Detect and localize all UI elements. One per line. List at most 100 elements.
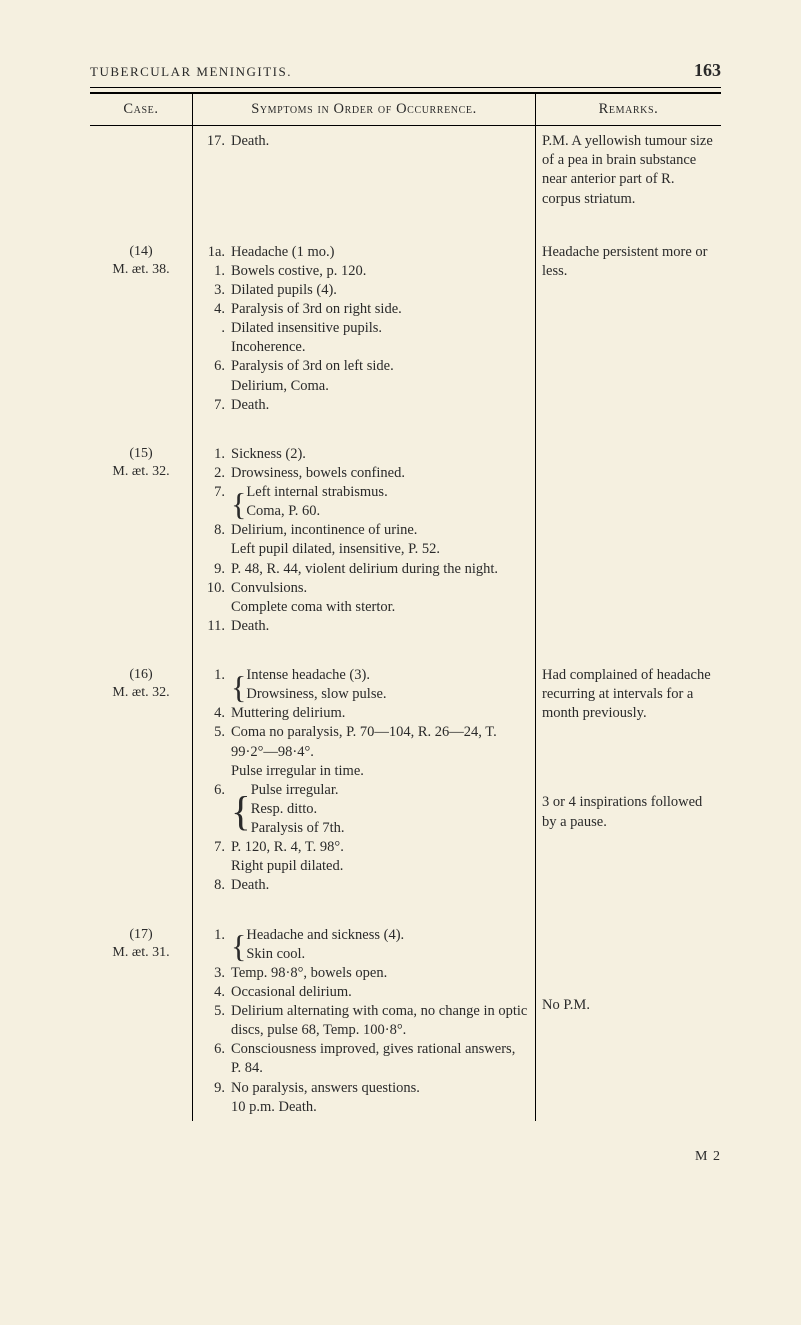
table-row-spacer	[90, 900, 721, 922]
symptom-item: Pulse irregular in time.	[199, 762, 529, 781]
col-header-symptoms: Symptoms in Order of Occurrence.	[193, 94, 536, 126]
case-cell: (16) M. æt. 32.	[90, 662, 193, 900]
symptom-text: Delirium, Coma.	[231, 377, 529, 396]
remarks-text: Headache persistent more or less.	[542, 243, 715, 281]
symptom-text: Muttering delirium.	[231, 704, 529, 723]
case-cell: (17) M. æt. 31.	[90, 922, 193, 1121]
symptom-number: 1.	[199, 666, 231, 704]
symptom-text: {Headache and sickness (4).Skin cool.	[231, 926, 529, 964]
symptom-list: 1.{Headache and sickness (4).Skin cool.3…	[199, 926, 529, 1117]
remarks-text: Had complained of headache recurring at …	[542, 666, 715, 723]
brace-line: Left internal strabismus.	[246, 483, 387, 502]
symptom-item: Delirium, Coma.	[199, 377, 529, 396]
table-row: (17) M. æt. 31. 1.{Headache and sickness…	[90, 922, 721, 1121]
table-row: (16) M. æt. 32. 1.{Intense headache (3).…	[90, 662, 721, 900]
symptom-number	[199, 762, 231, 781]
symptom-text: Death.	[231, 617, 529, 636]
symptom-item: 6.Paralysis of 3rd on left side.	[199, 357, 529, 376]
symptom-text: Coma no paralysis, P. 70—104, R. 26—24, …	[231, 723, 529, 761]
symptom-item: 1.Bowels costive, p. 120.	[199, 262, 529, 281]
symptom-number: 11.	[199, 617, 231, 636]
symptom-number	[199, 857, 231, 876]
symptom-item: 1a.Headache (1 mo.)	[199, 243, 529, 262]
remarks-cell	[536, 441, 722, 640]
symptom-item: 10.Convulsions.	[199, 579, 529, 598]
symptom-number: 4.	[199, 983, 231, 1002]
symptom-text: Left pupil dilated, insensitive, P. 52.	[231, 540, 529, 559]
brace-icon: {	[231, 495, 246, 514]
col-header-case: Case.	[90, 94, 193, 126]
running-title: TUBERCULAR MENINGITIS.	[90, 64, 292, 80]
symptom-number: 1.	[199, 445, 231, 464]
table-row: (15) M. æt. 32. 1.Sickness (2).2.Drowsin…	[90, 441, 721, 640]
table-row-spacer	[90, 640, 721, 662]
symptom-number: 1.	[199, 926, 231, 964]
symptom-list: 1a.Headache (1 mo.)1.Bowels costive, p. …	[199, 243, 529, 415]
symptom-item: 1.{Headache and sickness (4).Skin cool.	[199, 926, 529, 964]
symptom-item: 1.{Intense headache (3).Drowsiness, slow…	[199, 666, 529, 704]
symptom-item: 8.Death.	[199, 876, 529, 895]
symptom-number: .	[199, 319, 231, 338]
symptoms-table: Case. Symptoms in Order of Occurrence. R…	[90, 93, 721, 1121]
symptom-number: 7.	[199, 483, 231, 521]
case-sub: M. æt. 32.	[96, 463, 186, 481]
symptom-item: 4.Muttering delirium.	[199, 704, 529, 723]
symptom-item: 3.Dilated pupils (4).	[199, 281, 529, 300]
symptom-text: Death.	[231, 396, 529, 415]
brace-line: Resp. ditto.	[251, 800, 345, 819]
symptom-item: 9.No paralysis, answers questions.	[199, 1079, 529, 1098]
symptom-item: 2.Drowsiness, bowels confined.	[199, 464, 529, 483]
symptom-number	[199, 598, 231, 617]
case-sub: M. æt. 32.	[96, 684, 186, 702]
symptom-item: Right pupil dilated.	[199, 857, 529, 876]
symptom-item: 6.{Pulse irregular.Resp. ditto.Paralysis…	[199, 781, 529, 838]
case-cell	[90, 128, 193, 213]
symptom-number: 3.	[199, 964, 231, 983]
brace-line: Skin cool.	[246, 945, 404, 964]
symptom-text: Right pupil dilated.	[231, 857, 529, 876]
running-head: TUBERCULAR MENINGITIS. 163	[90, 60, 721, 81]
symptom-number: 6.	[199, 1040, 231, 1078]
symptom-number: 17.	[199, 132, 231, 151]
symptom-text: {Pulse irregular.Resp. ditto.Paralysis o…	[231, 781, 529, 838]
case-label: (16)	[96, 666, 186, 684]
brace-line: Intense headache (3).	[246, 666, 386, 685]
symptom-number: 4.	[199, 704, 231, 723]
page: TUBERCULAR MENINGITIS. 163 Case. Symptom…	[0, 0, 801, 1325]
symptom-item: 5.Coma no paralysis, P. 70—104, R. 26—24…	[199, 723, 529, 761]
remarks-cell: No P.M.	[536, 922, 722, 1121]
brace-lines: Left internal strabismus.Coma, P. 60.	[246, 483, 387, 521]
symptom-text: Pulse irregular in time.	[231, 762, 529, 781]
symptom-text: P. 48, R. 44, violent delirium during th…	[231, 560, 529, 579]
brace-lines: Intense headache (3).Drowsiness, slow pu…	[246, 666, 386, 704]
symptoms-cell: 1.{Headache and sickness (4).Skin cool.3…	[193, 922, 536, 1121]
table-row-spacer	[90, 213, 721, 239]
symptom-number	[199, 540, 231, 559]
brace-lines: Headache and sickness (4).Skin cool.	[246, 926, 404, 964]
remarks-text: No P.M.	[542, 996, 715, 1015]
symptom-text: Temp. 98·8°, bowels open.	[231, 964, 529, 983]
symptom-number: 4.	[199, 300, 231, 319]
symptom-text: Dilated pupils (4).	[231, 281, 529, 300]
symptom-item: 4.Occasional delirium.	[199, 983, 529, 1002]
case-cell: (14) M. æt. 38.	[90, 239, 193, 419]
symptom-item: 9.P. 48, R. 44, violent delirium during …	[199, 560, 529, 579]
symptom-text: Drowsiness, bowels confined.	[231, 464, 529, 483]
symptom-item: 11.Death.	[199, 617, 529, 636]
symptoms-cell: 1.{Intense headache (3).Drowsiness, slow…	[193, 662, 536, 900]
remarks-cell: Headache persistent more or less.	[536, 239, 722, 419]
symptom-text: Complete coma with stertor.	[231, 598, 529, 617]
brace-icon: {	[231, 937, 246, 956]
remarks-text: P.M. A yellowish tumour size of a pea in…	[542, 132, 715, 209]
symptom-item: 10 p.m. Death.	[199, 1098, 529, 1117]
symptom-item: Incoherence.	[199, 338, 529, 357]
symptom-number: 8.	[199, 521, 231, 540]
case-label: (15)	[96, 445, 186, 463]
symptom-list: 17.Death.	[199, 132, 529, 151]
symptom-text: Death.	[231, 132, 529, 151]
symptom-text: Bowels costive, p. 120.	[231, 262, 529, 281]
brace-line: Drowsiness, slow pulse.	[246, 685, 386, 704]
symptom-number	[199, 338, 231, 357]
symptom-text: {Intense headache (3).Drowsiness, slow p…	[231, 666, 529, 704]
symptom-number: 5.	[199, 723, 231, 761]
